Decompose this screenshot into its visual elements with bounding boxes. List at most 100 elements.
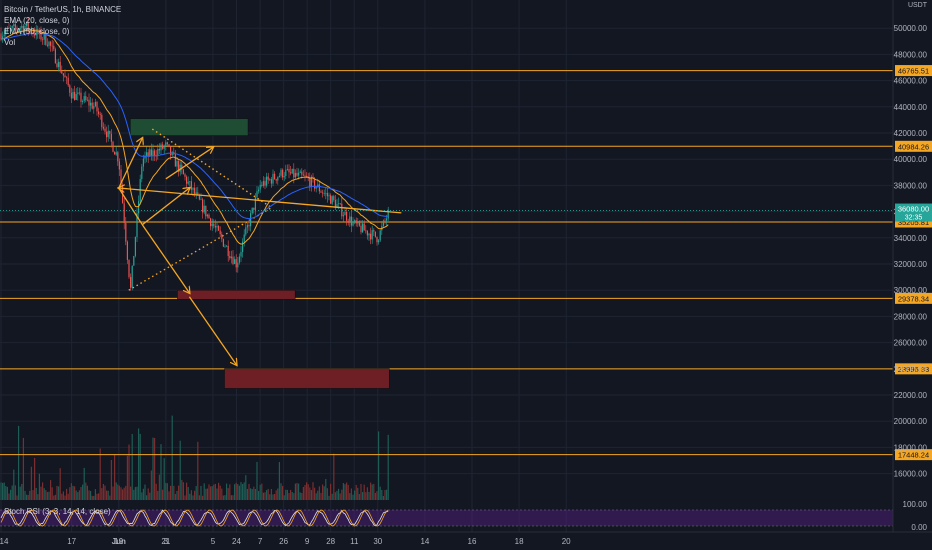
candle-body (165, 142, 167, 146)
horizontal-levels[interactable]: 46765.51 40984.26 35205.81 29378.34 23996.83… (0, 65, 932, 461)
volume-bar (83, 467, 85, 500)
price-tick-label: 26000.00 (894, 339, 928, 348)
volume-bar (101, 488, 103, 500)
volume-bar (328, 495, 330, 500)
time-tick-label: 24 (232, 537, 241, 546)
volume-bar (349, 493, 351, 500)
volume-bar (285, 489, 287, 500)
volume-bar (67, 493, 69, 500)
candle-body (253, 207, 255, 210)
candle-body (101, 114, 103, 128)
indicator-ema-fast[interactable]: EMA (20, close, 0) (4, 16, 70, 25)
volume-bars (0, 415, 389, 500)
volume-bar (16, 495, 18, 500)
indicator-ema-slow[interactable]: EMA (50, close, 0) (4, 27, 70, 36)
candle-body (347, 220, 349, 223)
candle-body (30, 28, 32, 33)
volume-bar (24, 490, 26, 500)
volume-bar (32, 490, 34, 500)
stoch-rsi-label[interactable]: Stoch RSI (3, 3, 14, 14, close) (4, 507, 111, 516)
candle-body (290, 172, 292, 174)
candle-body (285, 169, 287, 177)
candle-body (104, 128, 106, 132)
candle-body (294, 172, 296, 178)
volume-bar (93, 495, 95, 500)
volume-bar (6, 486, 8, 500)
candle-body (278, 175, 280, 177)
volume-bar (189, 493, 191, 500)
candle-body (131, 265, 133, 288)
candle-body (310, 176, 312, 187)
time-tick-label: 14 (420, 537, 429, 546)
indicator-volume[interactable]: Vol (4, 38, 16, 47)
triangle-pattern[interactable] (128, 128, 272, 291)
volume-bar (190, 490, 192, 500)
candle-body (67, 77, 69, 86)
price-axis[interactable]: 50000.00 48000.00 46000.00 44000.00 42000.00… (0, 0, 932, 532)
volume-bar (347, 484, 349, 500)
candle-body (330, 195, 332, 204)
candle-body (46, 44, 48, 46)
volume-bar (355, 484, 357, 500)
candle-body (154, 150, 156, 156)
level-price-tag (895, 292, 932, 304)
projection-arrow (165, 147, 213, 180)
candle-body (163, 145, 165, 149)
rsi-d-line (0, 509, 389, 527)
candle-body (72, 91, 74, 99)
volume-bar (117, 484, 119, 500)
candle-body (126, 241, 128, 260)
stop-zone (224, 368, 390, 389)
volume-bar (30, 466, 32, 500)
candle-body (272, 173, 274, 184)
volume-bar (290, 489, 292, 500)
price-tick-label: 48000.00 (894, 50, 928, 59)
volume-bar (99, 448, 101, 500)
volume-bar (242, 484, 244, 500)
volume-bar (51, 487, 53, 500)
volume-bar (299, 492, 301, 500)
candle-body (62, 73, 64, 76)
stoch-rsi-pane: 100.00 0.00 (0, 500, 928, 532)
volume-bar (259, 484, 261, 500)
candle-body (160, 144, 162, 151)
candle-body (387, 209, 389, 219)
volume-bar (27, 494, 29, 500)
candle-body (11, 26, 13, 29)
time-axis[interactable]: 14 17 19 21 24 26 28 30 Jun 3 5 7 9 11 14 16 18 20 (0, 531, 932, 546)
volume-bar (82, 484, 84, 500)
time-tick-label: 14 (0, 537, 9, 546)
candle-body (110, 133, 112, 142)
volume-bar (277, 488, 279, 500)
volume-bar (61, 493, 63, 500)
volume-bar (187, 487, 189, 500)
candle-body (94, 101, 96, 107)
volume-bar (342, 483, 344, 500)
candle-body (216, 226, 218, 228)
volume-bar (91, 495, 93, 500)
candle-body (354, 220, 356, 222)
candle-body (266, 176, 268, 186)
volume-bar (152, 437, 154, 500)
candle-body (198, 194, 200, 200)
time-tick-label: 21 (161, 537, 170, 546)
candle-body (83, 96, 85, 101)
projection-zones[interactable] (130, 118, 390, 389)
volume-bar (210, 486, 212, 500)
volume-bar (386, 489, 388, 500)
volume-bar (10, 489, 12, 500)
volume-bar (11, 485, 13, 500)
volume-bar (131, 433, 133, 500)
volume-bar (333, 453, 335, 500)
projection-arrows[interactable] (119, 138, 402, 365)
level-price-tag (895, 65, 932, 77)
volume-bar (294, 483, 296, 500)
volume-bar (138, 428, 140, 500)
current-price-label: 36080.00 (898, 205, 929, 214)
candle-body (114, 151, 116, 155)
volume-bar (128, 444, 130, 500)
symbol-title[interactable]: Bitcoin / TetherUS, 1h, BINANCE (4, 5, 122, 14)
candle-body (32, 32, 34, 34)
candle-body (338, 203, 340, 205)
